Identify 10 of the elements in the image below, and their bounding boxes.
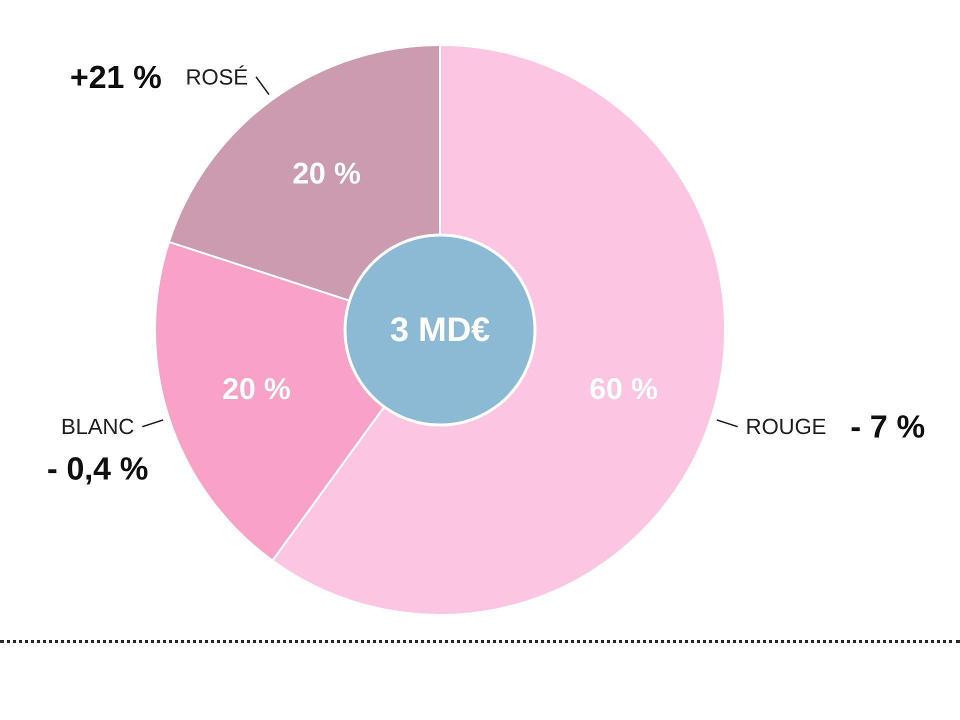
data-label: 20 %: [292, 157, 361, 190]
slice-label: BLANC: [60, 414, 134, 440]
text: - 0,4 %: [46, 450, 148, 487]
text: - 7 %: [850, 408, 926, 445]
slice-label: ROUGE: [746, 414, 826, 440]
text: 3 MD€: [390, 311, 490, 349]
data-label: 60 %: [589, 373, 658, 406]
data-label: 20 %: [222, 373, 291, 406]
slice-label: ROSÉ: [186, 64, 248, 90]
text: +21 %: [70, 58, 162, 95]
